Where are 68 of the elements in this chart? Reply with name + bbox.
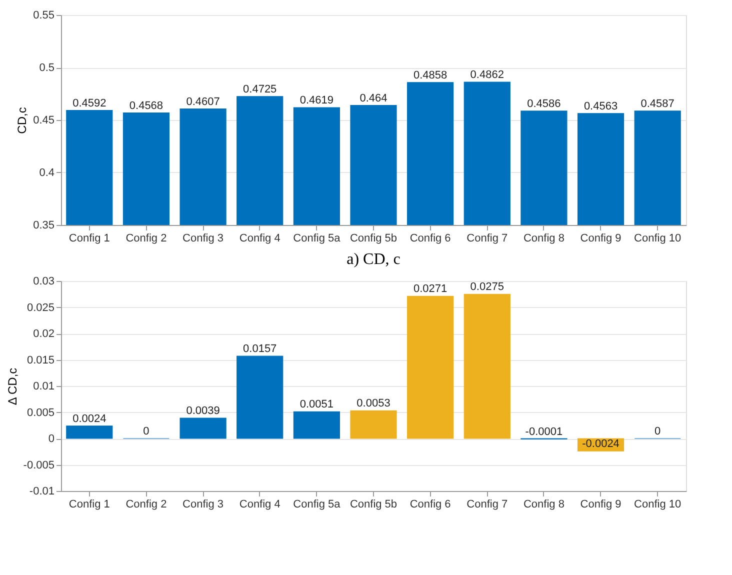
data-label: 0.4587 [640,98,674,110]
x-tick-label: Config 1 [68,232,110,244]
x-tick-label: Config 5b [350,232,398,244]
data-label: 0.0157 [243,343,277,356]
x-tick-label: Config 7 [466,232,508,244]
data-label: 0.4607 [186,96,220,108]
x-tick-label: Config 6 [410,232,451,244]
data-label: 0.0275 [470,281,504,294]
y-tick-label: -0.005 [23,459,54,472]
data-label: 0.4619 [300,94,334,107]
x-tick-label: Config 5a [293,498,342,510]
y-tick-label: 0 [48,433,54,445]
data-label: 0 [143,426,150,438]
y-tick-label: 0.55 [33,10,54,22]
y-tick-label: 0.35 [33,220,54,232]
data-label: 0.0024 [72,412,106,425]
data-label: 0.0039 [186,405,220,418]
y-tick-label: 0.03 [33,276,54,288]
data-label: 0.4568 [129,100,164,112]
x-tick-label: Config 4 [239,498,280,510]
x-tick-label: Config 4 [239,232,280,244]
data-label: 0.4592 [72,97,106,110]
x-tick-label: Config 10 [634,498,682,510]
bar [464,294,510,439]
x-tick-label: Config 2 [126,232,167,244]
bar [350,410,397,439]
x-tick-label: Config 10 [634,232,682,244]
data-label: 0.0053 [356,398,390,410]
x-tick-label: Config 1 [68,498,110,510]
y-tick-label: 0.45 [33,114,54,126]
bar [293,411,340,439]
y-tick-label: 0.4 [39,167,54,179]
x-tick-label: Config 9 [580,498,622,510]
y-tick-label: 0.025 [26,302,54,314]
x-tick-label: Config 3 [182,498,224,510]
y-tick-label: 0.02 [33,328,54,340]
y-tick-label: 0.015 [26,354,54,366]
data-label: -0.0024 [582,438,620,450]
y-axis-title: CD,c [15,107,30,134]
x-tick-label: Config 7 [466,498,508,510]
y-tick-label: 0.5 [39,62,54,74]
text: a) CD, c [346,251,400,268]
x-tick-label: Config 9 [580,232,622,244]
x-tick-label: Config 5a [293,232,342,244]
bar [407,296,454,439]
data-label: 0.0051 [300,398,334,411]
x-tick-label: Config 8 [523,232,564,244]
data-label: -0.0001 [525,426,563,438]
y-tick-label: 0.01 [33,380,54,392]
data-label: 0.4862 [470,68,504,81]
y-tick-label: -0.01 [29,486,54,498]
y-axis-title: Δ CD,c [5,368,20,406]
x-tick-label: Config 2 [126,498,167,510]
data-label: 0.464 [360,92,388,104]
data-label: 0.4725 [243,83,277,96]
x-tick-label: Config 3 [182,232,224,244]
bar [236,356,284,439]
x-tick-label: Config 5b [350,498,398,510]
data-label: 0.0271 [413,283,448,296]
data-label: 0.4563 [584,100,618,112]
x-tick-label: Config 6 [410,498,451,510]
data-label: 0.4858 [413,69,448,82]
y-tick-label: 0.005 [26,406,54,419]
bar [180,418,226,439]
x-tick-label: Config 8 [523,498,564,510]
data-label: 0 [654,426,661,438]
data-label: 0.4586 [527,98,561,110]
bar [66,426,113,439]
